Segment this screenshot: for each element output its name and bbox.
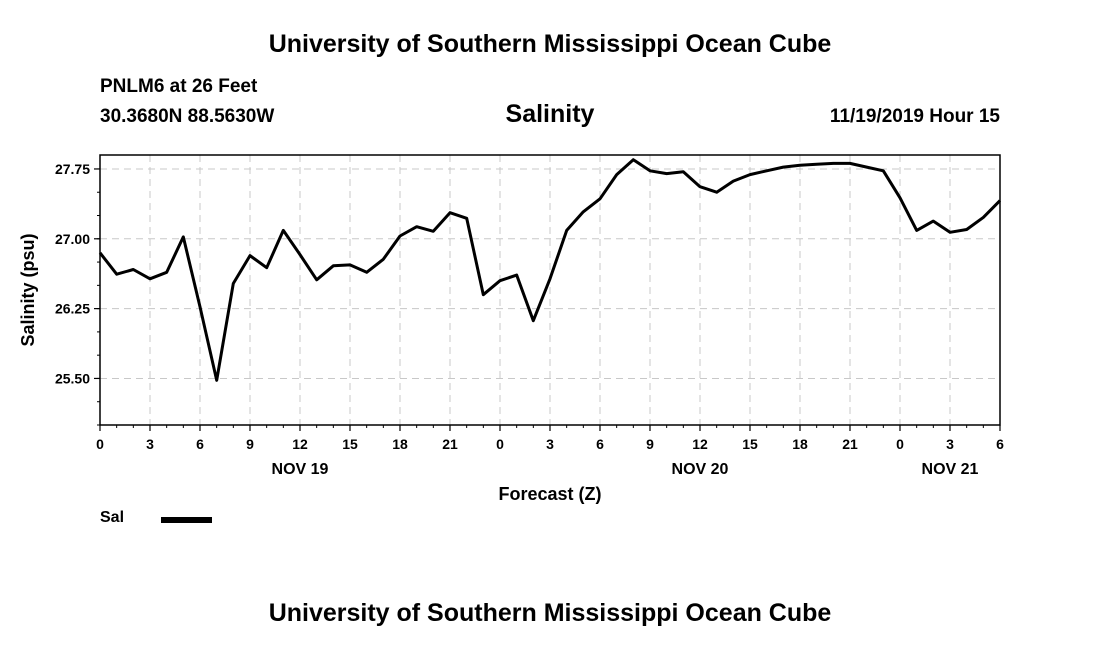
y-tick-label: 27.00: [55, 231, 90, 247]
x-tick-label: 3: [146, 436, 154, 452]
date-label: NOV 21: [922, 461, 979, 478]
x-tick-label: 9: [646, 436, 654, 452]
x-tick-label: 12: [292, 436, 308, 452]
series-layer: [98, 158, 1002, 382]
x-tick-label: 0: [96, 436, 104, 452]
x-tick-label: 21: [442, 436, 458, 452]
top-title: University of Southern Mississippi Ocean…: [268, 30, 832, 58]
series-line-sal: [98, 158, 1002, 382]
bottom-title: University of Southern Mississippi Ocean…: [268, 599, 832, 627]
x-tick-label: 6: [996, 436, 1004, 452]
x-tick-label: 3: [946, 436, 954, 452]
chart-title: Salinity: [505, 100, 595, 128]
y-axis: 25.50 26.25 27.00 27.75: [55, 161, 100, 426]
x-tick-label: 9: [246, 436, 254, 452]
grid-lines: [100, 155, 1000, 425]
x-tick-label: 6: [596, 436, 604, 452]
x-axis-title: Forecast (Z): [498, 484, 601, 504]
legend-label: Sal: [100, 509, 125, 526]
x-tick-label: 15: [742, 436, 758, 452]
x-tick-label: 15: [342, 436, 358, 452]
x-tick-label: 0: [496, 436, 504, 452]
date-label: NOV 19: [272, 461, 329, 478]
y-tick-label: 26.25: [55, 301, 90, 317]
y-axis-title: Salinity (psu): [18, 233, 38, 346]
x-tick-label: 6: [196, 436, 204, 452]
station-label: PNLM6 at 26 Feet: [100, 76, 258, 97]
x-tick-label: 3: [546, 436, 554, 452]
legend-swatch: [161, 517, 212, 523]
x-tick-label: 18: [392, 436, 408, 452]
x-tick-label: 12: [692, 436, 708, 452]
x-axis: 0 3 6 9 12 15 18 21 0 3 6 9 12 15 18 21 0 3 6 NOV 19 NOV 20 N…: [96, 425, 1004, 478]
y-tick-label: 27.75: [55, 161, 90, 177]
y-tick-label: 25.50: [55, 370, 90, 386]
station-coordinates: 30.3680N 88.5630W: [100, 106, 275, 127]
x-tick-label: 0: [896, 436, 904, 452]
x-tick-label: 18: [792, 436, 808, 452]
date-label: NOV 20: [672, 461, 729, 478]
forecast-run-time: 11/19/2019 Hour 15: [829, 106, 1000, 127]
x-tick-label: 21: [842, 436, 858, 452]
